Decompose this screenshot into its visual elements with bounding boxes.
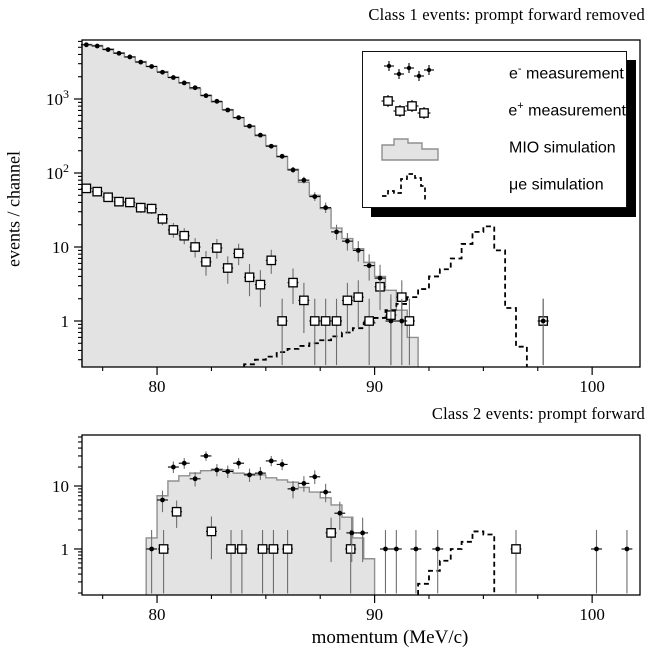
top-y-axis: 1 10 102 103 — [46, 40, 82, 361]
legend-label-e-plus: e+ measurement — [508, 100, 626, 120]
legend-label-e-minus: e- measurement — [509, 63, 624, 83]
bottom-mio-histogram — [146, 469, 375, 595]
legend-item-mue: μe simulation — [363, 166, 626, 203]
svg-text:100: 100 — [579, 605, 605, 624]
bottom-e-minus-points — [146, 451, 633, 594]
bottom-mue-histogram — [417, 530, 496, 595]
mio-marker-icon — [369, 130, 509, 166]
x-axis-label: momentum (MeV/c) — [311, 627, 469, 648]
e-minus-marker-icon — [369, 56, 509, 92]
bottom-e-plus-points — [158, 500, 522, 594]
top-plot: 1 10 102 103 80 90 100 — [46, 39, 641, 396]
svg-text:80: 80 — [149, 377, 166, 396]
bottom-x-axis: 80 90 100 — [102, 595, 605, 624]
y-axis-label: events / channel — [3, 151, 24, 267]
legend-item-mio: MIO simulation — [363, 129, 626, 166]
top-e-minus-points — [80, 42, 549, 366]
top-x-axis: 80 90 100 — [102, 367, 605, 396]
top-mue-histogram — [243, 225, 528, 367]
top-frame — [81, 39, 641, 368]
legend-label-mue: μe simulation — [509, 176, 604, 194]
svg-text:90: 90 — [366, 605, 383, 624]
bottom-panel-title: Class 2 events: prompt forward — [431, 404, 645, 423]
e-plus-marker-icon — [369, 93, 508, 129]
svg-text:1: 1 — [61, 540, 70, 559]
legend-box: e- measurement e+ measurement MIO simula… — [362, 51, 627, 208]
svg-text:10: 10 — [52, 477, 69, 496]
bottom-frame — [81, 434, 641, 596]
legend-label-mio: MIO simulation — [509, 139, 616, 157]
svg-text:80: 80 — [149, 605, 166, 624]
top-mio-histogram — [82, 44, 419, 367]
svg-text:102: 102 — [46, 161, 69, 183]
top-panel-title: Class 1 events: prompt forward removed — [368, 5, 645, 24]
legend-item-e-plus: e+ measurement — [363, 92, 626, 129]
svg-text:103: 103 — [46, 87, 69, 109]
bottom-y-axis: 1 10 — [52, 436, 82, 594]
svg-text:90: 90 — [366, 377, 383, 396]
mue-marker-icon — [369, 167, 509, 203]
svg-text:100: 100 — [579, 377, 605, 396]
bottom-plot: 1 10 80 90 100 — [52, 434, 641, 624]
legend-item-e-minus: e- measurement — [363, 55, 626, 92]
svg-text:1: 1 — [61, 312, 70, 331]
svg-text:10: 10 — [52, 238, 69, 257]
